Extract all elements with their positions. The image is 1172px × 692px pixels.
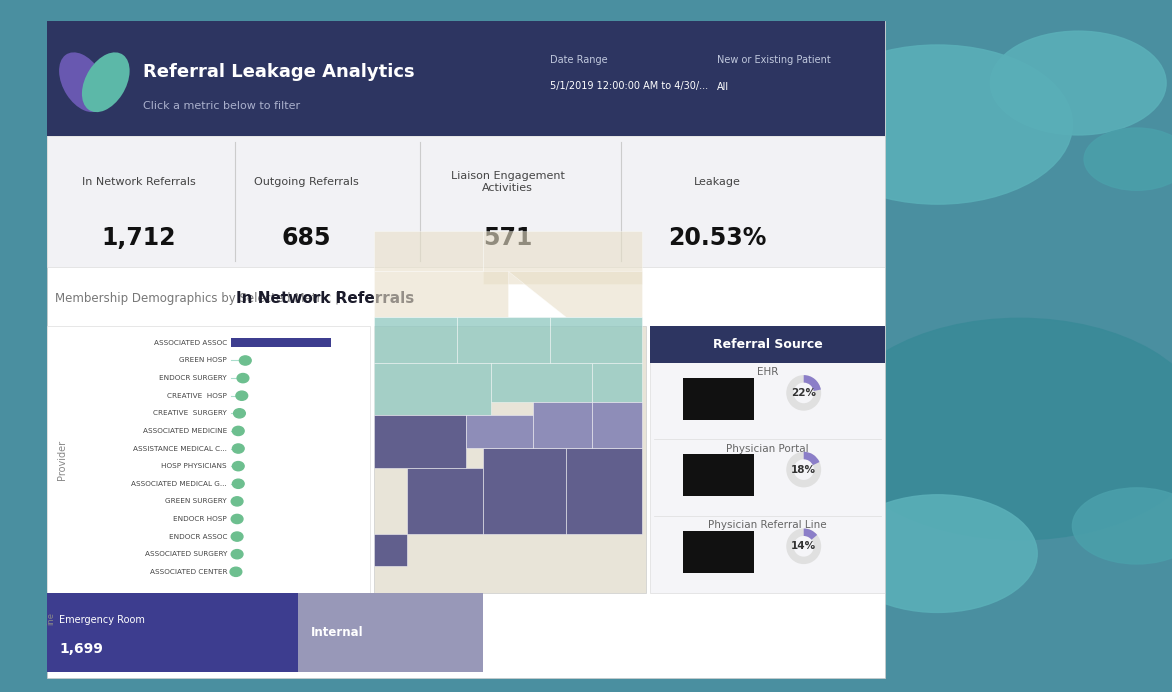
Text: 1,712: 1,712 — [102, 226, 176, 250]
Text: EHR: EHR — [757, 367, 778, 377]
Circle shape — [231, 549, 243, 559]
Text: Date Range: Date Range — [550, 55, 607, 65]
FancyBboxPatch shape — [298, 592, 483, 671]
Polygon shape — [374, 534, 407, 566]
Polygon shape — [566, 448, 642, 534]
Text: GREEN SURGERY: GREEN SURGERY — [165, 498, 227, 504]
Text: ASSOCIATED CENTER: ASSOCIATED CENTER — [150, 569, 227, 575]
Text: ASSISTANCE MEDICAL C...: ASSISTANCE MEDICAL C... — [134, 446, 227, 452]
Text: ASSOCIATED MEDICAL G...: ASSOCIATED MEDICAL G... — [131, 481, 227, 486]
Polygon shape — [374, 231, 483, 271]
Text: HOSP PHYSICIANS: HOSP PHYSICIANS — [162, 463, 227, 469]
FancyBboxPatch shape — [231, 338, 331, 347]
Text: Liaison Engagement
Activities: Liaison Engagement Activities — [451, 171, 565, 192]
Text: GREEN HOSP: GREEN HOSP — [179, 358, 227, 363]
Circle shape — [239, 356, 251, 365]
Text: CREATIVE  SURGERY: CREATIVE SURGERY — [154, 410, 227, 417]
Text: Physician Referral Line: Physician Referral Line — [708, 520, 827, 530]
Circle shape — [232, 462, 244, 471]
FancyBboxPatch shape — [683, 378, 754, 420]
Circle shape — [990, 31, 1166, 135]
Circle shape — [232, 479, 244, 489]
Wedge shape — [786, 452, 822, 487]
Text: ASSOCIATED MEDICINE: ASSOCIATED MEDICINE — [143, 428, 227, 434]
FancyBboxPatch shape — [47, 327, 369, 592]
Text: Outgoing Referrals: Outgoing Referrals — [254, 177, 359, 187]
Text: Emergency Room: Emergency Room — [60, 615, 145, 626]
Circle shape — [237, 374, 248, 383]
Circle shape — [1072, 488, 1172, 564]
Wedge shape — [804, 375, 820, 391]
Text: New or Existing Patient: New or Existing Patient — [717, 55, 831, 65]
FancyBboxPatch shape — [47, 592, 298, 671]
FancyBboxPatch shape — [47, 136, 885, 267]
Text: ine: ine — [47, 612, 55, 626]
FancyBboxPatch shape — [47, 21, 885, 136]
Polygon shape — [483, 448, 566, 534]
Wedge shape — [786, 529, 822, 564]
Text: In Network Referrals: In Network Referrals — [237, 291, 415, 307]
Text: Provider: Provider — [57, 439, 67, 480]
Polygon shape — [483, 231, 642, 284]
Polygon shape — [533, 402, 592, 448]
FancyBboxPatch shape — [650, 327, 885, 592]
Polygon shape — [374, 415, 466, 468]
Polygon shape — [457, 317, 550, 363]
Ellipse shape — [59, 53, 107, 112]
FancyBboxPatch shape — [683, 531, 754, 573]
Wedge shape — [804, 529, 817, 540]
Text: Membership Demographics by Selected Metric |: Membership Demographics by Selected Metr… — [55, 292, 343, 305]
Text: 571: 571 — [483, 226, 532, 250]
Polygon shape — [550, 317, 642, 363]
Polygon shape — [407, 468, 483, 534]
Circle shape — [1084, 128, 1172, 190]
Polygon shape — [592, 402, 642, 448]
Text: ENDOCR ASSOC: ENDOCR ASSOC — [169, 534, 227, 540]
Text: Physician Portal: Physician Portal — [727, 444, 809, 453]
Circle shape — [231, 532, 243, 541]
Wedge shape — [786, 375, 822, 411]
Circle shape — [230, 567, 241, 576]
Text: Referral Leakage Analytics: Referral Leakage Analytics — [143, 63, 415, 81]
Circle shape — [232, 426, 244, 435]
Circle shape — [231, 514, 243, 524]
Circle shape — [232, 444, 244, 453]
Circle shape — [803, 45, 1072, 204]
Polygon shape — [491, 363, 592, 402]
Text: ASSOCIATED SURGERY: ASSOCIATED SURGERY — [144, 552, 227, 557]
Polygon shape — [466, 415, 533, 448]
FancyBboxPatch shape — [374, 327, 646, 592]
FancyBboxPatch shape — [650, 327, 885, 363]
Text: Leakage: Leakage — [694, 177, 741, 187]
Text: 18%: 18% — [791, 464, 816, 475]
Text: ENDOCR HOSP: ENDOCR HOSP — [173, 516, 227, 522]
Text: ENDOCR SURGERY: ENDOCR SURGERY — [159, 375, 227, 381]
Text: Referral Source: Referral Source — [713, 338, 823, 351]
Text: Click a metric below to filter: Click a metric below to filter — [143, 101, 300, 111]
Text: 5/1/2019 12:00:00 AM to 4/30/...: 5/1/2019 12:00:00 AM to 4/30/... — [550, 82, 708, 91]
Text: 22%: 22% — [791, 388, 816, 398]
Polygon shape — [374, 317, 457, 363]
FancyBboxPatch shape — [683, 454, 754, 496]
Wedge shape — [804, 452, 819, 465]
Text: All: All — [717, 82, 729, 91]
Polygon shape — [374, 271, 507, 317]
Circle shape — [236, 391, 247, 400]
Ellipse shape — [82, 53, 130, 112]
Text: 1,699: 1,699 — [60, 642, 103, 657]
Text: 20.53%: 20.53% — [668, 226, 766, 250]
Text: 685: 685 — [282, 226, 332, 250]
Circle shape — [231, 497, 243, 506]
Circle shape — [832, 318, 1172, 540]
Text: ASSOCIATED ASSOC: ASSOCIATED ASSOC — [154, 340, 227, 346]
Polygon shape — [507, 271, 642, 317]
Text: Internal: Internal — [311, 626, 363, 639]
Text: In Network Referrals: In Network Referrals — [82, 177, 196, 187]
Polygon shape — [374, 363, 491, 415]
Text: CREATIVE  HOSP: CREATIVE HOSP — [168, 393, 227, 399]
Text: 14%: 14% — [791, 541, 816, 552]
Circle shape — [233, 409, 245, 418]
Polygon shape — [592, 363, 642, 402]
Circle shape — [838, 495, 1037, 612]
